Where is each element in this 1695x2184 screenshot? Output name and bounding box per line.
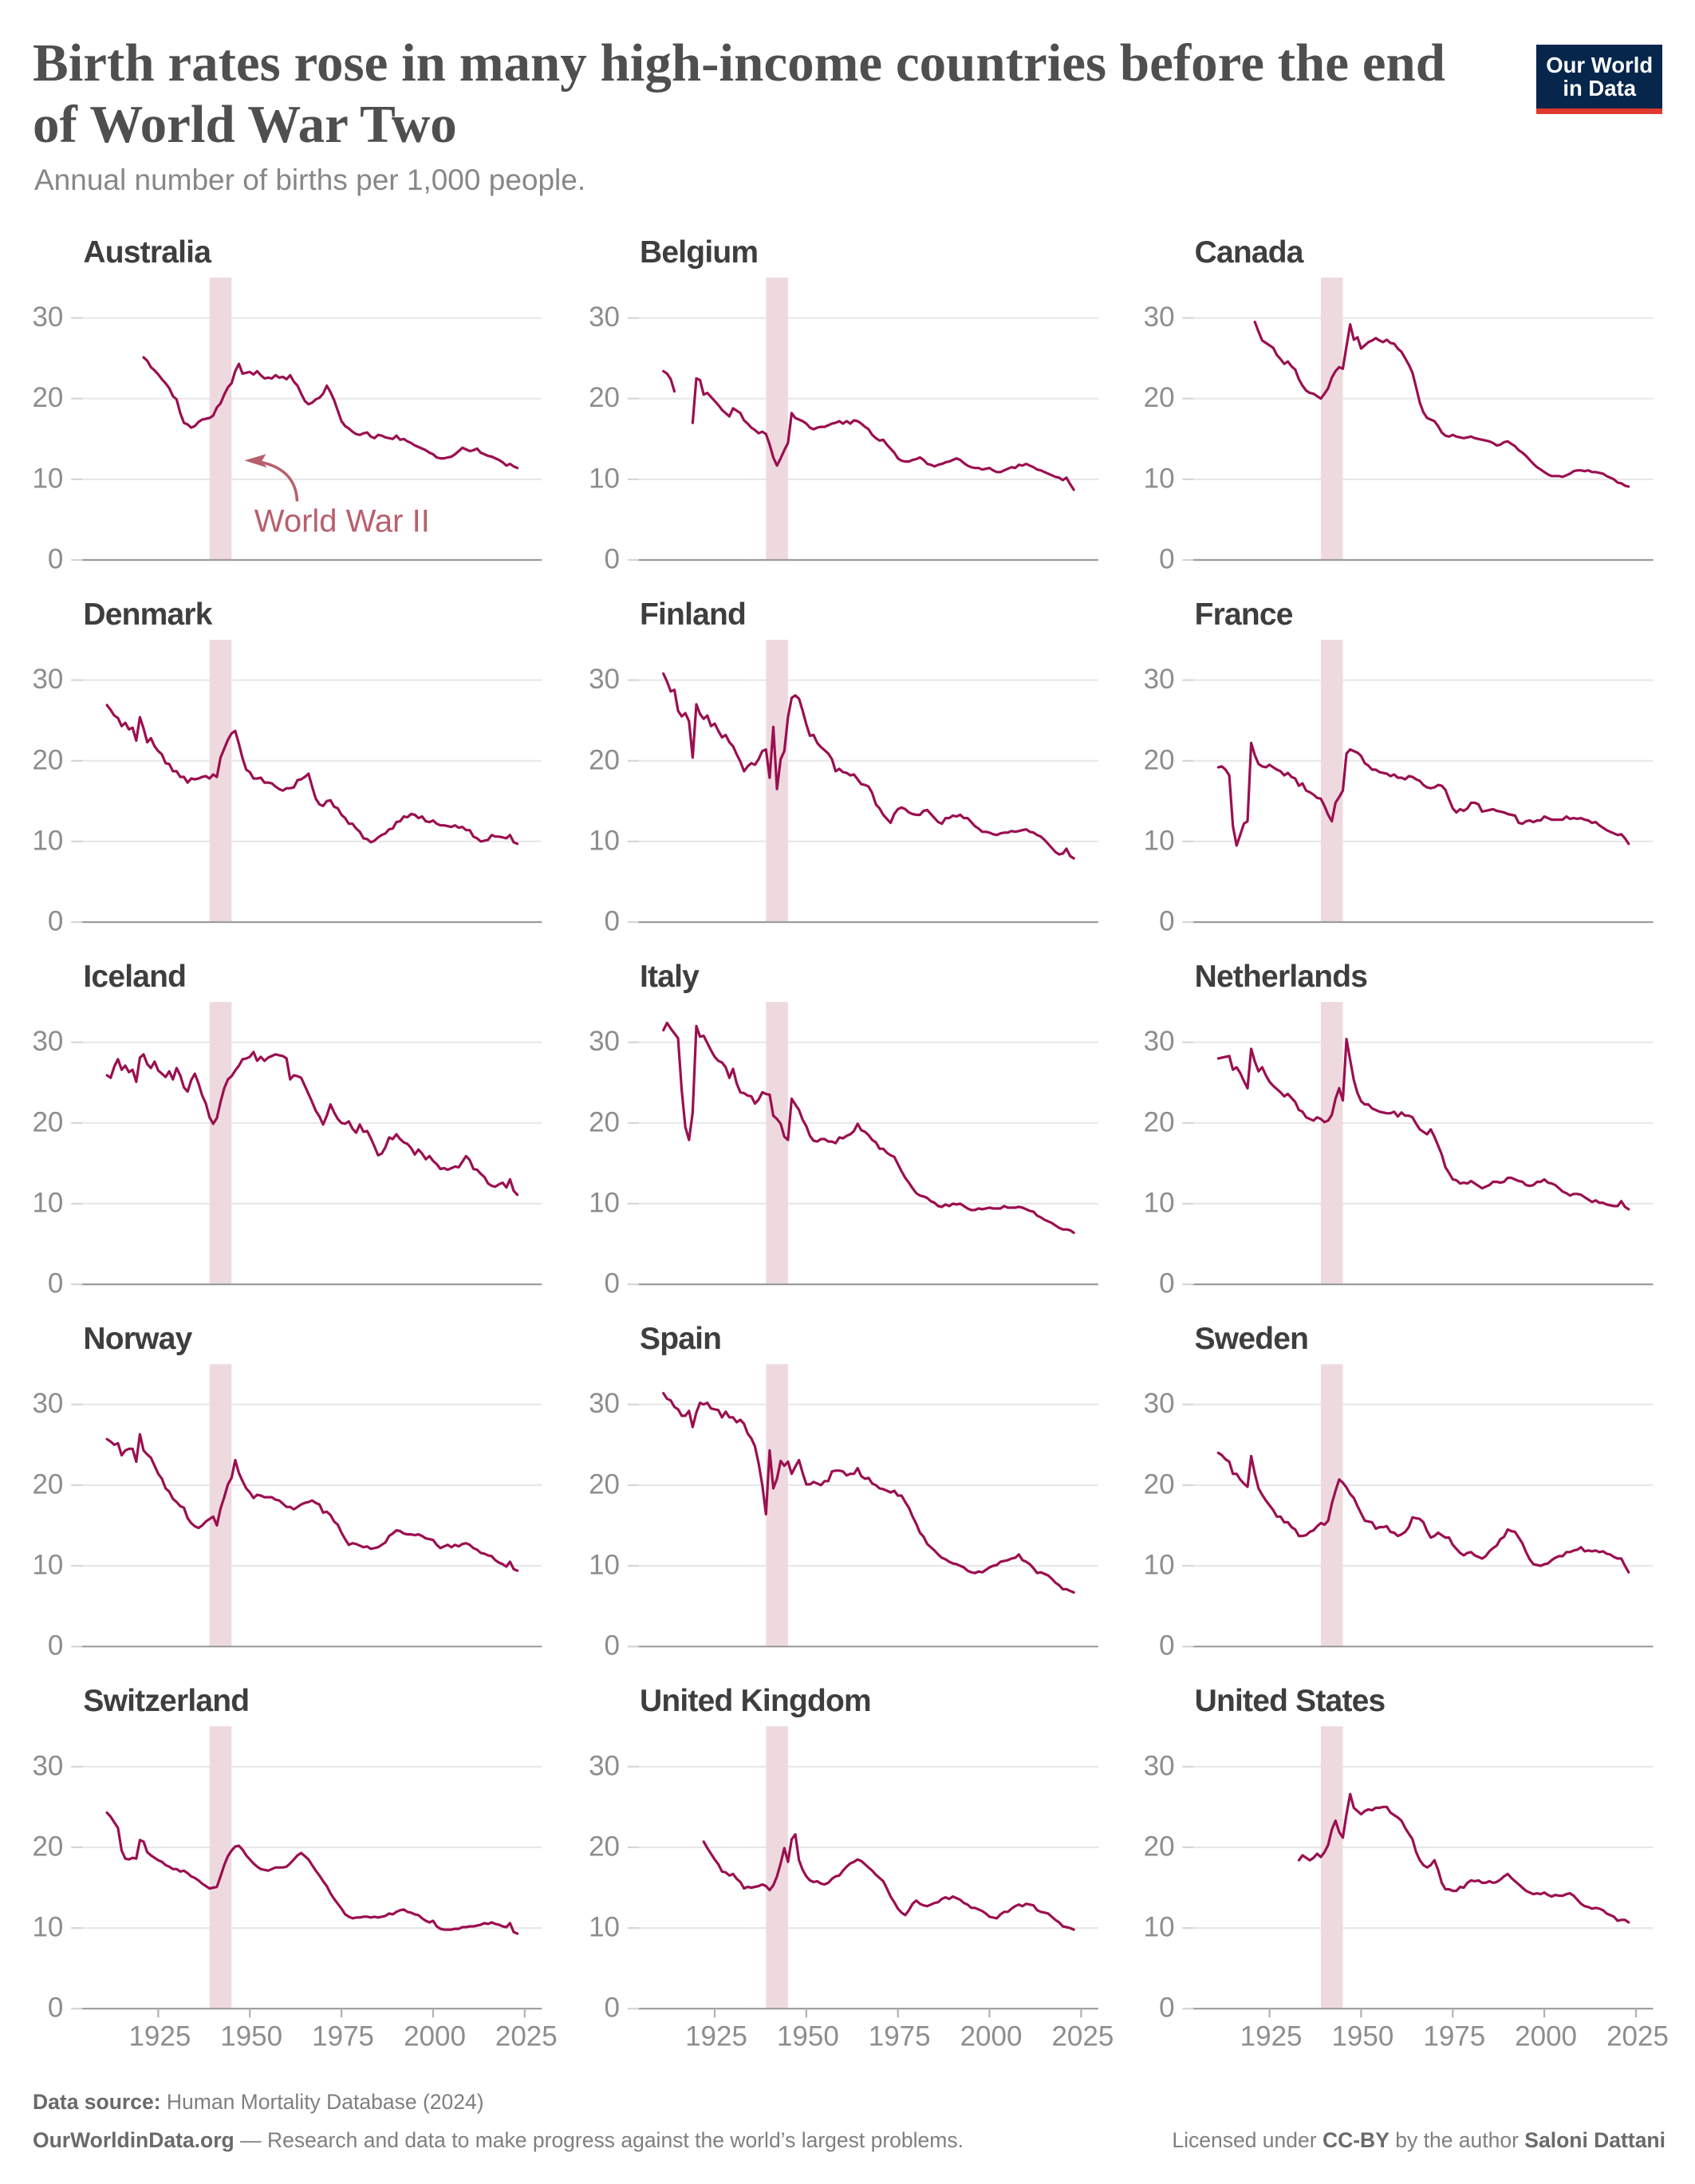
svg-text:0: 0 (48, 544, 63, 575)
svg-text:20: 20 (589, 382, 620, 413)
svg-text:10: 10 (589, 1188, 620, 1219)
svg-text:Australia: Australia (83, 235, 211, 270)
svg-text:10: 10 (1144, 1188, 1175, 1219)
svg-text:0: 0 (1159, 1993, 1174, 2024)
svg-text:0: 0 (48, 1630, 63, 1662)
svg-text:2000: 2000 (1515, 2021, 1577, 2052)
svg-text:10: 10 (589, 825, 620, 856)
svg-text:10: 10 (1144, 463, 1175, 494)
svg-text:10: 10 (1144, 1912, 1175, 1943)
svg-text:30: 30 (589, 1388, 620, 1419)
svg-text:2000: 2000 (960, 2021, 1023, 2052)
svg-text:10: 10 (32, 1188, 63, 1219)
svg-text:Spain: Spain (640, 1322, 721, 1356)
svg-text:Norway: Norway (83, 1322, 192, 1356)
svg-text:United Kingdom: United Kingdom (640, 1684, 871, 1718)
svg-text:0: 0 (48, 1268, 63, 1299)
svg-text:0: 0 (48, 906, 63, 937)
svg-text:Belgium: Belgium (640, 235, 758, 270)
svg-text:World War II: World War II (254, 504, 430, 539)
svg-text:0: 0 (1159, 906, 1174, 937)
svg-text:10: 10 (589, 463, 620, 494)
svg-text:Iceland: Iceland (83, 960, 186, 994)
svg-text:0: 0 (605, 1630, 620, 1662)
svg-text:20: 20 (32, 382, 63, 413)
svg-text:2000: 2000 (404, 2021, 466, 2052)
svg-text:30: 30 (589, 1750, 620, 1781)
svg-text:Sweden: Sweden (1195, 1322, 1309, 1356)
svg-text:1950: 1950 (777, 2021, 839, 2052)
svg-text:10: 10 (1144, 1550, 1175, 1581)
svg-text:Finland: Finland (640, 597, 746, 632)
svg-text:20: 20 (589, 1831, 620, 1862)
svg-text:30: 30 (1144, 302, 1175, 333)
svg-text:Italy: Italy (640, 960, 700, 994)
svg-text:20: 20 (32, 1468, 63, 1500)
svg-text:30: 30 (589, 1026, 620, 1057)
svg-text:30: 30 (32, 1026, 63, 1057)
svg-text:20: 20 (1144, 382, 1175, 413)
svg-text:10: 10 (589, 1912, 620, 1943)
svg-text:2025: 2025 (495, 2021, 558, 2052)
svg-text:20: 20 (32, 1106, 63, 1137)
svg-text:10: 10 (1144, 825, 1175, 856)
svg-text:10: 10 (32, 1550, 63, 1581)
svg-text:0: 0 (605, 544, 620, 575)
svg-text:1975: 1975 (869, 2021, 931, 2052)
svg-text:United States: United States (1195, 1684, 1386, 1718)
svg-text:France: France (1195, 597, 1293, 632)
svg-text:20: 20 (1144, 1106, 1175, 1137)
svg-text:Canada: Canada (1195, 235, 1304, 270)
svg-text:Netherlands: Netherlands (1195, 960, 1368, 994)
svg-text:0: 0 (605, 1993, 620, 2024)
svg-text:30: 30 (589, 302, 620, 333)
svg-text:1925: 1925 (685, 2021, 747, 2052)
svg-text:1975: 1975 (312, 2021, 374, 2052)
svg-text:0: 0 (605, 906, 620, 937)
svg-text:2025: 2025 (1051, 2021, 1114, 2052)
svg-text:30: 30 (1144, 1026, 1175, 1057)
svg-text:20: 20 (589, 744, 620, 775)
svg-text:20: 20 (1144, 744, 1175, 775)
svg-text:30: 30 (1144, 1750, 1175, 1781)
svg-text:0: 0 (48, 1993, 63, 2024)
svg-text:1925: 1925 (128, 2021, 191, 2052)
svg-text:1950: 1950 (1331, 2021, 1393, 2052)
svg-text:Switzerland: Switzerland (83, 1684, 249, 1718)
svg-text:10: 10 (32, 463, 63, 494)
svg-text:1950: 1950 (220, 2021, 282, 2052)
svg-text:30: 30 (1144, 664, 1175, 695)
svg-text:30: 30 (589, 664, 620, 695)
svg-text:1975: 1975 (1423, 2021, 1485, 2052)
svg-text:20: 20 (32, 1831, 63, 1862)
svg-text:2025: 2025 (1606, 2021, 1669, 2052)
svg-text:0: 0 (1159, 544, 1174, 575)
svg-text:1925: 1925 (1240, 2021, 1303, 2052)
svg-text:30: 30 (1144, 1388, 1175, 1419)
svg-text:20: 20 (1144, 1468, 1175, 1500)
svg-text:30: 30 (32, 1750, 63, 1781)
svg-text:Denmark: Denmark (83, 597, 212, 632)
svg-text:10: 10 (32, 1912, 63, 1943)
svg-text:0: 0 (1159, 1268, 1174, 1299)
svg-text:0: 0 (1159, 1630, 1174, 1662)
svg-text:30: 30 (32, 302, 63, 333)
svg-text:0: 0 (605, 1268, 620, 1299)
svg-text:30: 30 (32, 664, 63, 695)
svg-text:30: 30 (32, 1388, 63, 1419)
svg-text:10: 10 (32, 825, 63, 856)
svg-text:20: 20 (589, 1468, 620, 1500)
svg-text:20: 20 (32, 744, 63, 775)
svg-text:10: 10 (589, 1550, 620, 1581)
svg-text:20: 20 (589, 1106, 620, 1137)
svg-text:20: 20 (1144, 1831, 1175, 1862)
